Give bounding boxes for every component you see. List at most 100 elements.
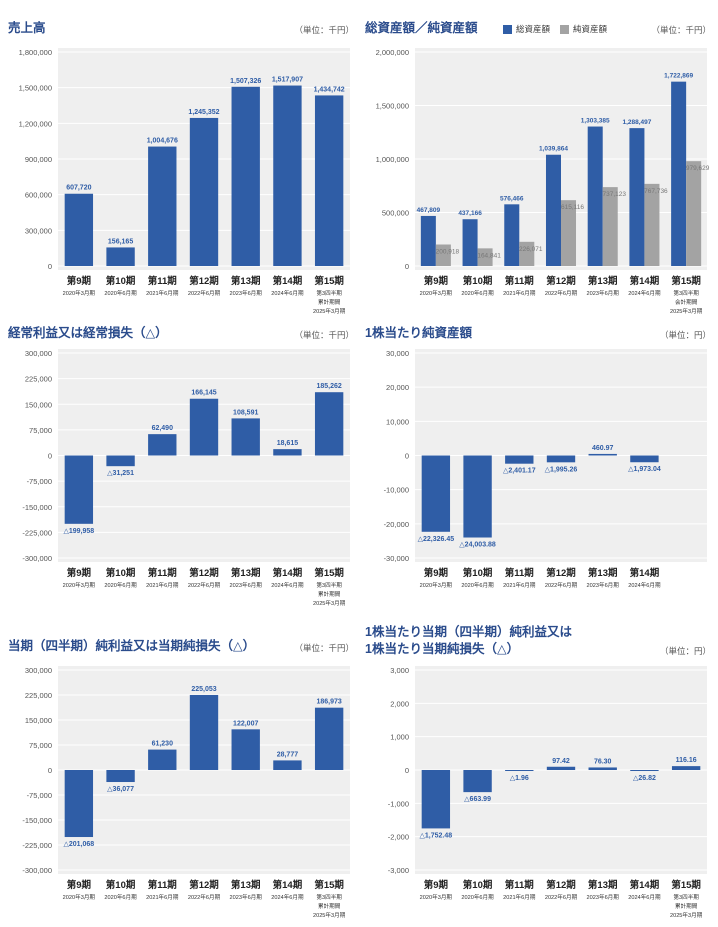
- category-sublabel: 2023年6月期: [230, 289, 263, 297]
- bar: [106, 247, 135, 266]
- category-label: 第10期: [106, 879, 136, 891]
- y-tick-label: 2,000,000: [376, 48, 409, 57]
- category-sublabel: 会計期間: [675, 298, 698, 306]
- category-label: 第13期: [231, 567, 261, 579]
- category-label: 第11期: [148, 879, 177, 891]
- bar: [421, 455, 451, 532]
- category-sublabel: 2022年6月期: [545, 581, 578, 589]
- eps-panel: 1株当たり当期（四半期）純利益又は 1株当たり当期純損失（△） （単位：円） -…: [365, 620, 715, 926]
- y-tick-label: 2,000: [390, 699, 409, 708]
- data-label: 61,230: [152, 741, 174, 748]
- bar: [273, 449, 302, 456]
- assets-legend: 総資産額 純資産額: [503, 23, 617, 35]
- category-sublabel: 2024年6月期: [628, 289, 661, 297]
- category-label: 第15期: [314, 275, 344, 287]
- category-sublabel: 第3四半期: [316, 581, 342, 589]
- y-tick-label: -2,000: [388, 833, 409, 842]
- category-sublabel: 2021年6月期: [503, 289, 536, 297]
- bar: [148, 749, 177, 770]
- data-label: 116.16: [676, 757, 697, 764]
- category-label: 第14期: [630, 275, 660, 287]
- sales-title: 売上高: [8, 21, 46, 35]
- bar: [231, 418, 260, 456]
- y-tick-label: 150,000: [25, 400, 52, 409]
- y-tick-label: 225,000: [25, 375, 52, 384]
- y-tick-label: 600,000: [25, 191, 52, 200]
- y-tick-label: 10,000: [386, 417, 409, 426]
- category-sublabel: 第3四半期: [673, 893, 699, 901]
- category-sublabel: 2022年6月期: [188, 581, 221, 589]
- bar: [314, 95, 344, 267]
- bar: [273, 760, 302, 770]
- category-sublabel: 累計期間: [318, 902, 341, 910]
- data-label: 185,262: [316, 383, 341, 390]
- category-label: 第11期: [505, 275, 534, 287]
- y-tick-label: 300,000: [25, 666, 52, 675]
- category-sublabel: 2024年6月期: [271, 581, 304, 589]
- y-tick-label: -10,000: [384, 486, 409, 495]
- category-label: 第13期: [588, 879, 618, 891]
- data-label: 225,053: [191, 686, 216, 693]
- data-label: △24,003.88: [459, 542, 496, 549]
- data-label: 186,973: [316, 699, 341, 706]
- bar: [630, 455, 659, 463]
- category-sublabel: 2020年3月期: [63, 893, 96, 901]
- category-label: 第10期: [106, 567, 136, 579]
- category-sublabel: 2025年3月期: [313, 307, 346, 315]
- bar: [314, 392, 344, 456]
- category-sublabel: 2020年6月期: [104, 289, 137, 297]
- category-sublabel: 2023年6月期: [230, 893, 263, 901]
- bar: [671, 81, 687, 266]
- y-tick-label: -3,000: [388, 866, 409, 875]
- bar: [64, 193, 94, 266]
- bar: [477, 248, 493, 266]
- category-label: 第12期: [189, 879, 219, 891]
- y-tick-label: 1,800,000: [19, 48, 52, 57]
- bar: [561, 200, 577, 266]
- data-label: 1,434,742: [314, 86, 345, 93]
- category-sublabel: 2020年3月期: [63, 581, 96, 589]
- category-sublabel: 第3四半期: [673, 289, 699, 297]
- data-label: 164,841: [477, 252, 501, 259]
- y-tick-label: 1,000,000: [376, 155, 409, 164]
- data-label: 1,722,869: [664, 73, 693, 80]
- category-sublabel: 2020年6月期: [104, 581, 137, 589]
- category-label: 第11期: [148, 567, 177, 579]
- y-tick-label: 75,000: [29, 426, 52, 435]
- category-sublabel: 2024年6月期: [628, 581, 661, 589]
- data-label: 979,629: [686, 165, 710, 172]
- bar: [546, 455, 576, 463]
- category-label: 第15期: [314, 879, 344, 891]
- category-sublabel: 2021年6月期: [503, 581, 536, 589]
- category-label: 第10期: [463, 275, 493, 287]
- y-tick-label: 30,000: [386, 349, 409, 358]
- bar: [189, 117, 219, 266]
- data-label: 108,591: [233, 409, 258, 416]
- data-label: 615,116: [561, 204, 584, 211]
- bar: [106, 455, 135, 467]
- category-sublabel: 2022年6月期: [188, 893, 221, 901]
- bar: [629, 128, 645, 266]
- category-sublabel: 累計期間: [318, 298, 341, 306]
- category-sublabel: 2025年3月期: [313, 911, 346, 919]
- y-tick-label: -75,000: [27, 791, 52, 800]
- category-sublabel: 2025年3月期: [670, 911, 703, 919]
- category-sublabel: 2022年6月期: [545, 893, 578, 901]
- data-label: 1,288,497: [622, 119, 651, 126]
- y-tick-label: 1,000: [390, 733, 409, 742]
- category-label: 第15期: [314, 567, 344, 579]
- bps-title: 1株当たり純資産額: [365, 326, 472, 340]
- ordinary-profit-panel: 経常利益又は経常損失（△） （単位：千円） -300,000 -225,000 -1…: [8, 322, 358, 617]
- y-tick-label: 0: [48, 262, 52, 271]
- bar: [671, 766, 701, 770]
- sales-panel: 売上高 （単位：千円） 0 300,000 600,000 900,000 1,200,…: [8, 14, 358, 315]
- bar: [421, 770, 451, 829]
- category-label: 第9期: [424, 567, 448, 579]
- y-tick-label: 3,000: [390, 666, 409, 675]
- y-tick-label: 0: [48, 452, 52, 461]
- y-tick-label: 0: [405, 766, 409, 775]
- category-label: 第14期: [630, 879, 660, 891]
- bar: [644, 183, 660, 266]
- data-label: 166,145: [191, 390, 216, 397]
- sales-unit: （単位：千円）: [294, 25, 354, 35]
